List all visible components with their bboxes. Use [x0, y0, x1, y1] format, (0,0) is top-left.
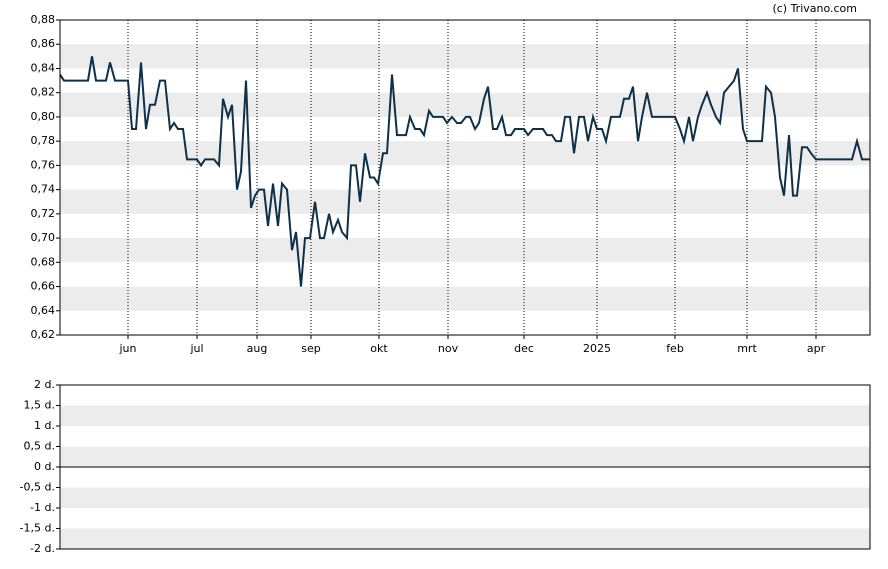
x-tick-label: 2025: [583, 342, 611, 355]
y-tick-label: 0,72: [31, 207, 56, 220]
x-tick-label: sep: [301, 342, 320, 355]
grid-band: [60, 141, 870, 166]
grid-band: [60, 238, 870, 263]
y-tick-label: -1 d.: [30, 501, 55, 514]
x-tick-label: feb: [666, 342, 684, 355]
y-tick-label: 0,80: [31, 110, 56, 123]
y-tick-label: 0,66: [31, 280, 56, 293]
y-tick-label: 1,5 d.: [24, 399, 55, 412]
grid-band: [60, 286, 870, 311]
grid-band: [60, 487, 870, 508]
y-tick-label: 0,82: [31, 86, 56, 99]
x-tick-label: jul: [189, 342, 203, 355]
y-tick-label: 0 d.: [34, 460, 55, 473]
grid-band: [60, 405, 870, 426]
y-tick-label: 0,84: [31, 61, 56, 74]
y-tick-label: 0,74: [31, 183, 56, 196]
y-tick-label: 0,5 d.: [24, 440, 55, 453]
y-tick-label: 0,76: [31, 158, 56, 171]
y-tick-label: -1,5 d.: [20, 522, 55, 535]
credit: (c) Trivano.com: [772, 2, 857, 15]
grid-band: [60, 189, 870, 214]
y-tick-label: 0,78: [31, 134, 56, 147]
x-tick-label: mrt: [737, 342, 757, 355]
y-tick-label: 1 d.: [34, 419, 55, 432]
y-tick-label: 0,70: [31, 231, 56, 244]
y-tick-label: 0,88: [31, 13, 56, 26]
y-tick-label: -0,5 d.: [20, 481, 55, 494]
y-tick-label: 0,86: [31, 37, 56, 50]
grid-band: [60, 446, 870, 467]
plot-frame: [59, 384, 871, 550]
x-tick-label: aug: [247, 342, 268, 355]
price-line: [59, 56, 870, 287]
x-tick-label: okt: [370, 342, 388, 355]
x-tick-label: dec: [514, 342, 534, 355]
grid-band: [60, 92, 870, 117]
y-tick-label: -2 d.: [30, 542, 55, 555]
y-tick-label: 2 d.: [34, 378, 55, 391]
grid-band: [60, 44, 870, 69]
x-tick-label: nov: [438, 342, 459, 355]
x-tick-label: apr: [807, 342, 826, 355]
y-tick-label: 0,64: [31, 304, 56, 317]
plot-frame: [59, 19, 871, 336]
grid-band: [60, 528, 870, 549]
y-tick-label: 0,68: [31, 255, 56, 268]
y-tick-label: 0,62: [31, 328, 56, 341]
x-tick-label: jun: [119, 342, 137, 355]
